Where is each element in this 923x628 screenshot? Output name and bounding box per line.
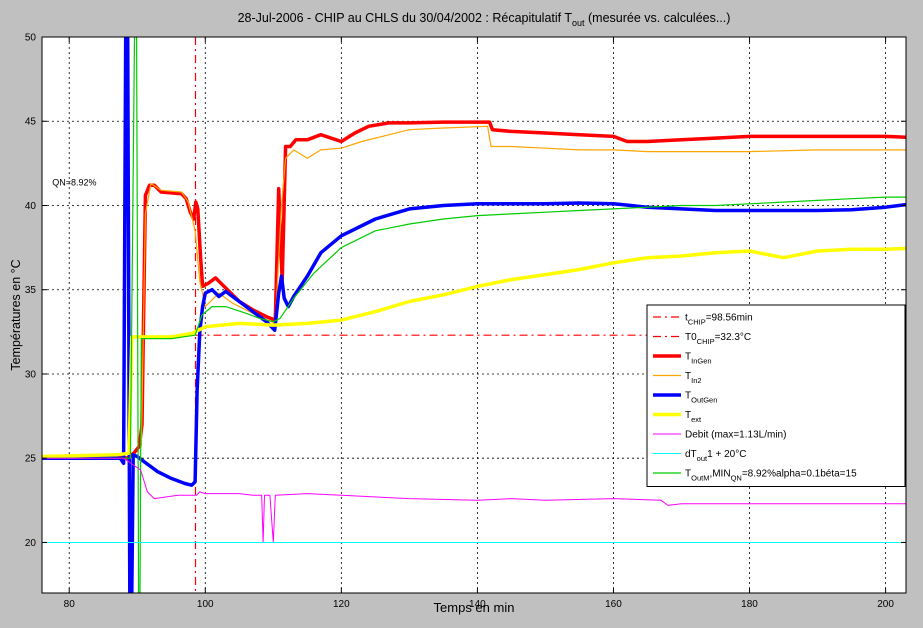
axis-ticks: 80 100 120 140 160 180 200 20 25 30 35 40 45 50 (25, 33, 906, 610)
x-tick-label: 160 (605, 599, 622, 610)
x-tick-label: 140 (469, 599, 486, 610)
x-tick-label: 200 (877, 599, 894, 610)
x-tick-label: 100 (197, 599, 214, 610)
y-axis-label: Températures en °C (9, 259, 23, 370)
plot-frame (41, 36, 907, 594)
y-tick-label: 40 (25, 201, 37, 212)
legend-entry: T0CHIP=32.3°C (685, 332, 751, 346)
x-tick-label: 120 (333, 599, 350, 610)
x-tick-label: 180 (741, 599, 758, 610)
y-tick-label: 30 (25, 369, 37, 380)
legend-entry: TIn2 (685, 371, 702, 385)
y-tick-label: 35 (25, 285, 37, 296)
series-line-4 (42, 37, 906, 593)
series-line-7 (42, 457, 906, 543)
legend-entry: TOutGen (685, 391, 717, 405)
legend-entry: dTout1 + 20°C (685, 449, 746, 463)
qn-annotation: QN=8.92% (52, 177, 96, 187)
legend-entry: TOutM,MINQN=8.92%alpha=0.1béta=15 (685, 469, 857, 483)
legend-box (646, 304, 906, 487)
series-line-6 (42, 37, 906, 593)
y-tick-label: 45 (25, 117, 37, 128)
chart-title: 28-Jul-2006 - CHIP au CHLS du 30/04/2002… (238, 11, 731, 28)
series-layer (42, 37, 906, 593)
legend-entry: Debit (max=1.13L/min) (685, 430, 786, 441)
series-line-3 (140, 125, 906, 447)
x-axis-label: Temps en min (434, 600, 515, 615)
series-line-5 (42, 246, 906, 459)
x-tick-label: 80 (64, 599, 76, 610)
legend-entry: tCHIP=98.56min (685, 313, 753, 327)
legend: tCHIP=98.56min T0CHIP=32.3°C TInGen TIn2 TOu… (646, 304, 906, 487)
legend-entry: Text (685, 410, 702, 424)
y-tick-label: 20 (25, 538, 37, 549)
legend-entry: TInGen (685, 352, 712, 366)
y-tick-label: 50 (25, 33, 37, 44)
y-tick-label: 25 (25, 454, 37, 465)
